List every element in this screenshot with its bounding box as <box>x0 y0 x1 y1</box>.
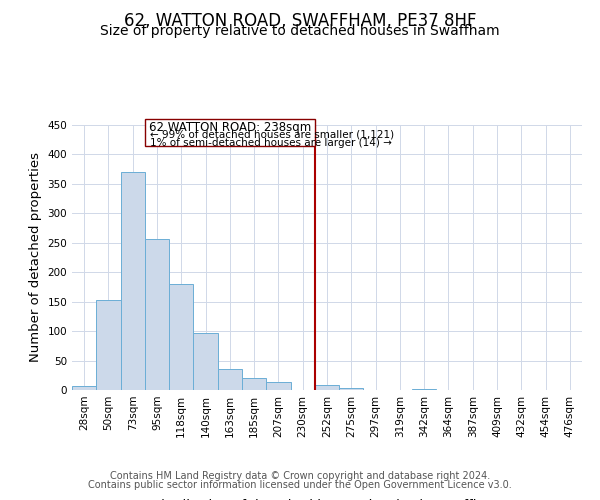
Bar <box>266 382 290 390</box>
Text: 1% of semi-detached houses are larger (14) →: 1% of semi-detached houses are larger (1… <box>150 138 392 148</box>
Text: Contains public sector information licensed under the Open Government Licence v3: Contains public sector information licen… <box>88 480 512 490</box>
Bar <box>412 389 436 390</box>
Text: 62, WATTON ROAD, SWAFFHAM, PE37 8HF: 62, WATTON ROAD, SWAFFHAM, PE37 8HF <box>124 12 476 30</box>
Text: ← 99% of detached houses are smaller (1,121): ← 99% of detached houses are smaller (1,… <box>150 130 394 140</box>
Bar <box>96 300 121 390</box>
Bar <box>72 386 96 390</box>
Bar <box>121 172 145 390</box>
Bar <box>193 333 218 390</box>
Bar <box>315 386 339 390</box>
Bar <box>145 238 169 390</box>
FancyBboxPatch shape <box>145 119 315 146</box>
Y-axis label: Number of detached properties: Number of detached properties <box>29 152 42 362</box>
Bar <box>218 370 242 390</box>
Bar <box>339 388 364 390</box>
Text: Size of property relative to detached houses in Swaffham: Size of property relative to detached ho… <box>100 24 500 38</box>
Bar <box>169 284 193 390</box>
Bar <box>242 378 266 390</box>
Text: Contains HM Land Registry data © Crown copyright and database right 2024.: Contains HM Land Registry data © Crown c… <box>110 471 490 481</box>
Text: 62 WATTON ROAD: 238sqm: 62 WATTON ROAD: 238sqm <box>149 122 311 134</box>
